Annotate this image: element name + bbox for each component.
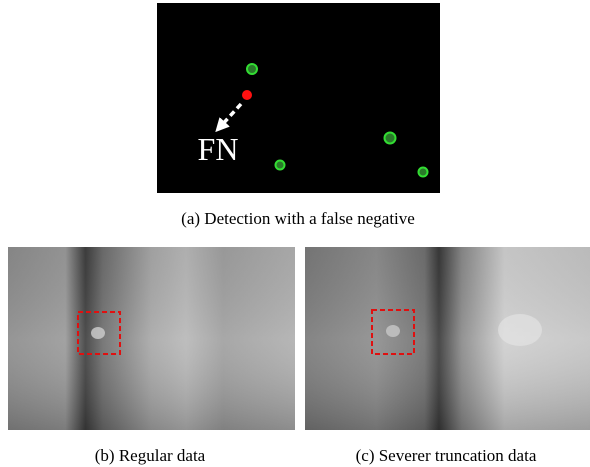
true-positive	[385, 133, 396, 144]
caption: (b) Regular data	[95, 446, 206, 465]
true-positive	[419, 168, 428, 177]
true-positive	[276, 161, 285, 170]
caption: (c) Severer truncation data	[356, 446, 537, 465]
bright-region	[498, 314, 542, 346]
ct-shading	[8, 247, 295, 430]
figure: FN (a) Detection with a false negative (…	[0, 0, 590, 467]
true-positive	[247, 64, 257, 74]
nodule	[91, 327, 105, 339]
annotation: FN	[198, 131, 239, 167]
false-negative	[242, 90, 252, 100]
caption: (a) Detection with a false negative	[181, 209, 415, 228]
ct-shading	[305, 247, 590, 430]
nodule	[386, 325, 400, 337]
